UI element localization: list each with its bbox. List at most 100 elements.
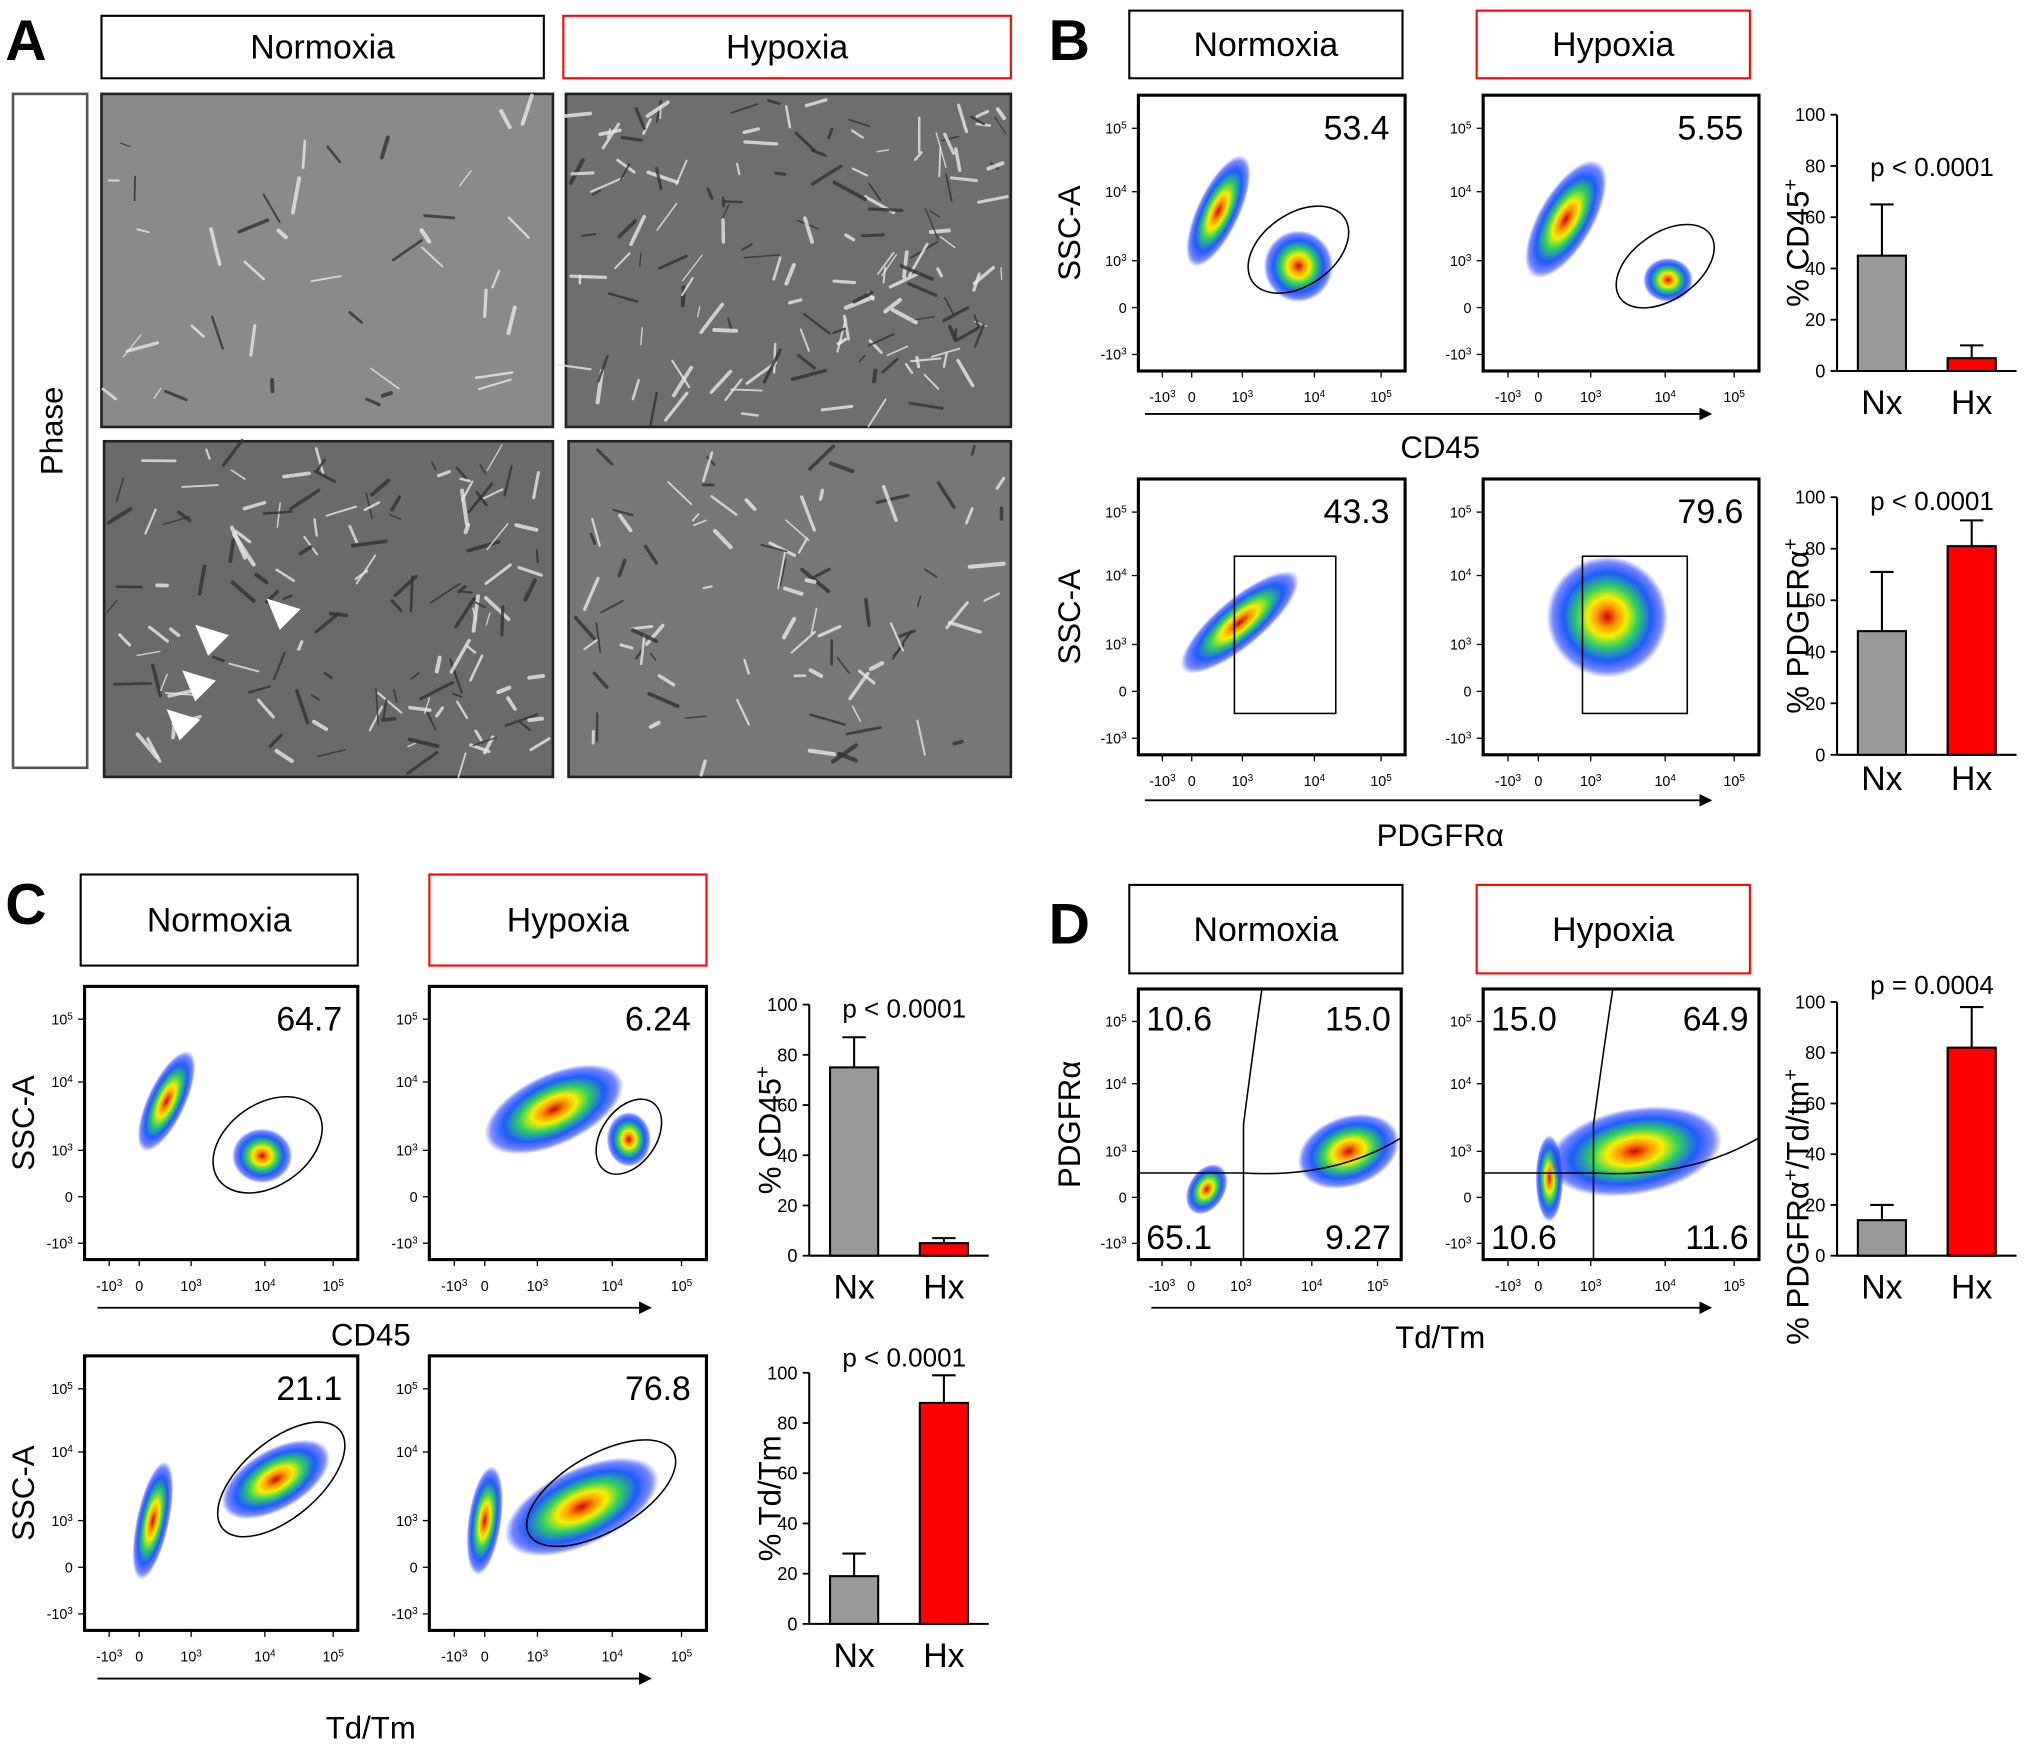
- cell-texture: [406, 750, 439, 775]
- cell-texture: [529, 737, 551, 752]
- flow-tick-label: 105: [1723, 389, 1745, 406]
- cell-texture: [136, 650, 161, 657]
- tick-base: 10: [1450, 505, 1466, 521]
- density-cloud: [132, 1461, 174, 1580]
- tick-base: 10: [1450, 1145, 1466, 1161]
- y-tick-label: 0: [1815, 745, 1825, 765]
- cell-texture: [133, 175, 137, 202]
- cell-texture: [646, 170, 679, 185]
- tick-base: 10: [51, 1012, 67, 1028]
- tick-base: 10: [527, 1650, 543, 1666]
- cell-texture: [790, 368, 828, 382]
- flow-tick-label: 0: [1534, 774, 1542, 790]
- tick-base: 0: [135, 1279, 143, 1295]
- cell-texture: [616, 158, 636, 174]
- tick-base: -10: [441, 1650, 462, 1666]
- tick-base: 10: [51, 1514, 67, 1530]
- cell-texture: [614, 252, 631, 270]
- tick-exponent: 5: [412, 1381, 418, 1392]
- cell-texture: [864, 597, 871, 627]
- cell-texture: [883, 297, 903, 314]
- tick-exponent: 5: [338, 1277, 344, 1288]
- flow-tick-label: 105: [1367, 1277, 1389, 1295]
- condition-box: [562, 14, 1012, 80]
- tick-exponent: 3: [1466, 346, 1472, 357]
- tick-exponent: 3: [543, 1277, 549, 1288]
- tick-base: 10: [396, 1514, 412, 1530]
- cell-texture: [122, 334, 142, 358]
- gate-percentage: 43.3: [1324, 493, 1390, 531]
- cell-texture: [368, 705, 384, 732]
- flow-tick-label: 103: [527, 1648, 549, 1666]
- tick-exponent: 5: [687, 1277, 693, 1288]
- tick-base: 10: [1450, 569, 1466, 585]
- cell-texture: [924, 208, 940, 241]
- label-part: % PDGFRα: [1780, 1181, 1815, 1345]
- tick-base: 10: [254, 1650, 270, 1666]
- cell-texture: [804, 578, 817, 584]
- cell-texture: [382, 698, 388, 720]
- tick-exponent: 3: [1596, 1277, 1602, 1288]
- flow-tick-label: 104: [396, 1074, 418, 1092]
- flow-tick-label: 103: [527, 1277, 549, 1295]
- cell-texture: [923, 373, 940, 390]
- cell-texture: [807, 748, 837, 757]
- flow-tick-label: -103: [1149, 389, 1176, 406]
- flow-tick-label: -103: [1495, 389, 1522, 406]
- tick-base: 10: [51, 1144, 67, 1160]
- gate: [1581, 555, 1689, 715]
- cell-texture: [475, 490, 488, 507]
- cell-texture: [800, 495, 816, 532]
- bar: [1856, 630, 1908, 756]
- cell-texture: [810, 164, 843, 186]
- flow-tick-label: 104: [1654, 389, 1676, 406]
- plot-frame: [1136, 477, 1407, 757]
- cell-texture: [595, 622, 602, 654]
- cell-texture: [794, 131, 816, 152]
- quadrant-gate: [1592, 988, 1614, 1260]
- cell-texture: [426, 712, 437, 731]
- cell-texture: [699, 759, 707, 777]
- cell-texture: [845, 726, 882, 736]
- flow-tick-label: 104: [601, 1277, 623, 1295]
- flow-tick-label: 103: [396, 1512, 418, 1530]
- cell-texture: [408, 705, 432, 712]
- cell-texture: [913, 151, 923, 161]
- cell-texture: [722, 204, 730, 218]
- cell-texture: [456, 700, 469, 720]
- tick-exponent: 3: [1170, 1277, 1176, 1288]
- bar: [1946, 1046, 1997, 1257]
- cell-texture: [744, 498, 757, 511]
- category-label: Hx: [1951, 1269, 1992, 1307]
- plot-frame: [83, 1354, 360, 1632]
- superscript: +: [1780, 538, 1802, 550]
- cell-texture: [479, 464, 487, 475]
- cell-texture: [598, 128, 622, 137]
- cell-texture: [848, 671, 870, 701]
- cell-texture: [380, 716, 397, 722]
- cell-texture: [971, 444, 976, 456]
- cell-texture: [365, 397, 381, 407]
- cell-texture: [434, 655, 442, 674]
- tick-exponent: 3: [462, 1648, 468, 1659]
- cell-texture: [965, 507, 974, 525]
- gate: [1247, 205, 1350, 294]
- flow-tick-label: 0: [135, 1279, 143, 1295]
- cell-texture: [301, 139, 307, 170]
- tick-exponent: 4: [67, 1074, 73, 1085]
- condition-label: Hypoxia: [507, 902, 629, 940]
- flow-tick-label: 0: [481, 1279, 489, 1295]
- tick-exponent: 3: [67, 1235, 73, 1246]
- tick-exponent: 3: [196, 1277, 202, 1288]
- tick-exponent: 4: [1320, 773, 1326, 784]
- gate: [216, 1421, 346, 1538]
- cell-texture: [348, 310, 364, 324]
- cell-texture: [118, 633, 132, 647]
- cell-texture: [657, 674, 676, 687]
- cell-texture: [774, 171, 787, 176]
- flow-tick-label: 0: [1119, 301, 1127, 317]
- flow-x-label: PDGFRα: [1377, 818, 1504, 853]
- cell-texture: [938, 146, 942, 178]
- tick-exponent: 4: [1121, 183, 1127, 194]
